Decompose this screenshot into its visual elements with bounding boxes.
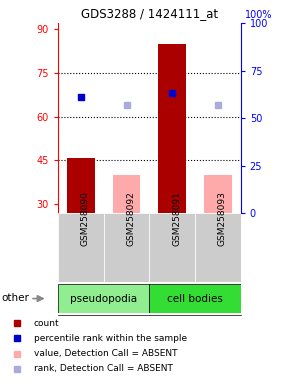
Text: pseudopodia: pseudopodia xyxy=(70,293,137,304)
Bar xyxy=(149,284,241,313)
Bar xyxy=(67,157,95,213)
Bar xyxy=(195,213,241,282)
Bar xyxy=(149,213,195,282)
Title: GDS3288 / 1424111_at: GDS3288 / 1424111_at xyxy=(81,7,218,20)
Text: count: count xyxy=(34,319,59,328)
Text: percentile rank within the sample: percentile rank within the sample xyxy=(34,334,187,343)
Bar xyxy=(204,175,232,213)
Text: GSM258091: GSM258091 xyxy=(172,191,181,246)
Text: 100%: 100% xyxy=(245,10,272,20)
Text: value, Detection Call = ABSENT: value, Detection Call = ABSENT xyxy=(34,349,177,358)
Text: GSM258090: GSM258090 xyxy=(81,191,90,246)
Text: other: other xyxy=(1,293,29,303)
Text: rank, Detection Call = ABSENT: rank, Detection Call = ABSENT xyxy=(34,364,173,373)
Bar xyxy=(58,284,149,313)
Bar xyxy=(104,213,149,282)
Bar xyxy=(113,175,140,213)
Text: cell bodies: cell bodies xyxy=(167,293,223,304)
Bar xyxy=(58,213,104,282)
Text: GSM258092: GSM258092 xyxy=(126,191,135,246)
Bar xyxy=(158,43,186,213)
Text: GSM258093: GSM258093 xyxy=(218,191,227,246)
